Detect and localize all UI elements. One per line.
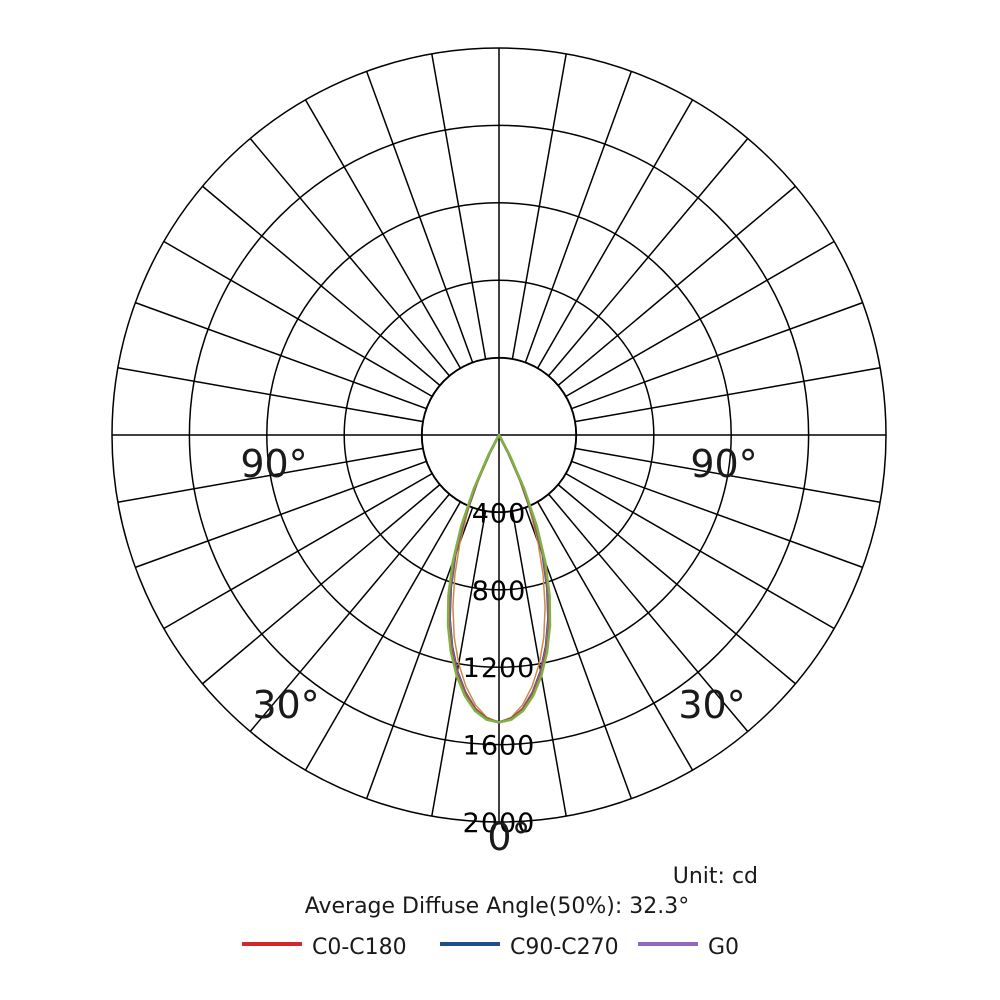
- legend: C0-C180 C90-C270 G0: [242, 935, 739, 960]
- unit-label: Unit: cd: [673, 864, 758, 889]
- spoke-120: [565, 240, 835, 398]
- spoke-190: [431, 53, 487, 360]
- spoke-310: [202, 483, 441, 685]
- spoke-100: [574, 367, 881, 423]
- angle-label-center-0: 0°: [487, 815, 530, 859]
- spoke-290: [135, 460, 427, 569]
- spoke-220: [249, 138, 451, 377]
- ring-label-1600: 1600: [463, 731, 536, 762]
- angle-label-left-30: 30°: [252, 683, 319, 727]
- spoke-280: [117, 447, 424, 503]
- ring-label-800: 800: [472, 576, 527, 607]
- spoke-160: [524, 71, 633, 363]
- angle-labels: 0° 30° 30° 90° 90°: [240, 442, 757, 859]
- intensity-curves: [446, 433, 552, 724]
- spoke-330: [304, 501, 462, 771]
- spoke-150: [536, 99, 694, 369]
- ring-label-2000: 2000: [463, 808, 536, 839]
- spoke-170: [511, 53, 567, 360]
- spoke-30: [536, 501, 694, 771]
- ring-labels: 400 800 1200 1600 2000: [463, 498, 536, 839]
- spoke-260: [117, 367, 424, 423]
- polar-grid: [111, 47, 887, 823]
- spoke-40: [547, 493, 749, 732]
- spoke-80: [574, 447, 881, 503]
- spoke-140: [547, 138, 749, 377]
- diffuse-angle-label: Average Diffuse Angle(50%): 32.3°: [305, 894, 690, 919]
- spoke-200: [365, 71, 474, 363]
- spoke-110: [571, 301, 863, 410]
- legend-label-c90-c270: C90-C270: [510, 935, 619, 960]
- spoke-240: [163, 240, 433, 398]
- spoke-70: [571, 460, 863, 569]
- spoke-250: [135, 301, 427, 410]
- spoke-210: [304, 99, 462, 369]
- angle-label-right-90: 90°: [690, 442, 757, 486]
- spoke-300: [163, 472, 433, 630]
- spoke-230: [202, 185, 441, 387]
- legend-label-g0: G0: [708, 935, 739, 960]
- legend-label-c0-c180: C0-C180: [312, 935, 407, 960]
- spoke-320: [249, 493, 451, 732]
- angle-label-right-30: 30°: [678, 683, 745, 727]
- ring-label-400: 400: [472, 498, 527, 529]
- spoke-60: [565, 472, 835, 630]
- ring-label-1200: 1200: [463, 653, 536, 684]
- angle-label-left-90: 90°: [240, 442, 307, 486]
- spoke-50: [557, 483, 796, 685]
- curve-series-4: [446, 433, 552, 724]
- spoke-130: [557, 185, 796, 387]
